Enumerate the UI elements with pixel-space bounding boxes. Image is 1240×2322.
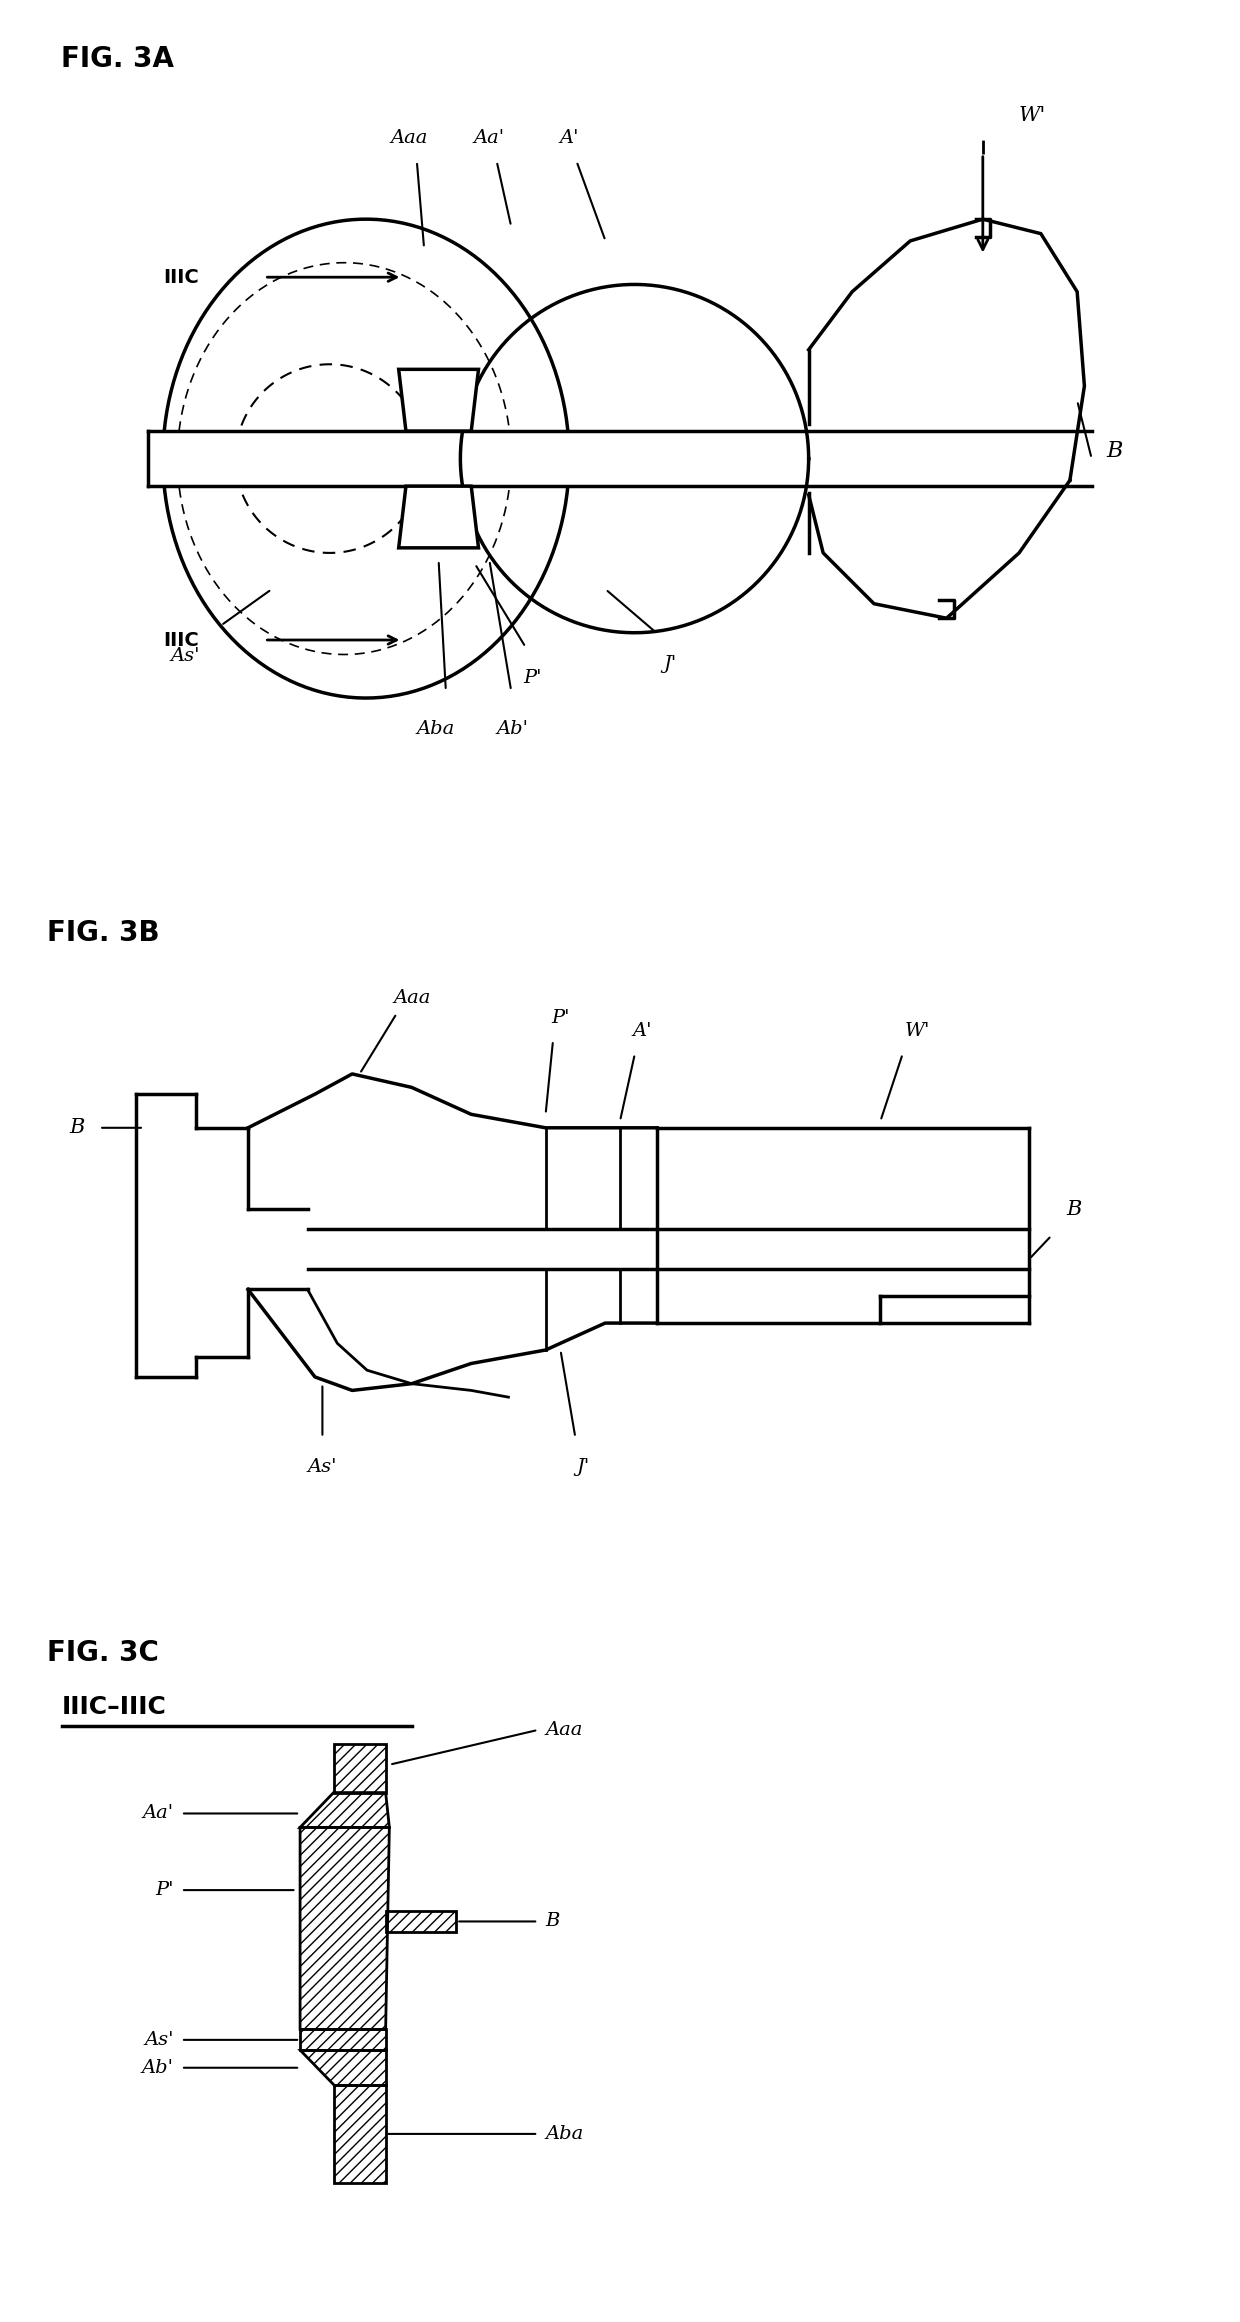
Text: B: B bbox=[69, 1119, 84, 1138]
Text: W': W' bbox=[905, 1022, 930, 1040]
Text: Aa': Aa' bbox=[143, 1804, 174, 1823]
Text: Aba: Aba bbox=[546, 2125, 584, 2143]
Text: As': As' bbox=[170, 648, 200, 666]
Text: P': P' bbox=[552, 1008, 569, 1026]
Text: As': As' bbox=[144, 2032, 174, 2048]
Text: A': A' bbox=[632, 1022, 652, 1040]
Text: FIG. 3B: FIG. 3B bbox=[47, 920, 160, 947]
Text: Ab': Ab' bbox=[497, 720, 528, 738]
Text: J': J' bbox=[577, 1458, 589, 1477]
Text: P': P' bbox=[155, 1881, 174, 1899]
Text: Aaa: Aaa bbox=[546, 1721, 583, 1739]
Text: Aba: Aba bbox=[417, 720, 455, 738]
Text: W': W' bbox=[1019, 107, 1047, 125]
Text: B: B bbox=[546, 1913, 560, 1930]
Text: As': As' bbox=[308, 1458, 337, 1477]
Text: P': P' bbox=[523, 669, 542, 687]
Polygon shape bbox=[399, 485, 479, 548]
Text: B: B bbox=[1066, 1200, 1081, 1219]
Text: Aa': Aa' bbox=[474, 128, 505, 146]
Text: FIG. 3A: FIG. 3A bbox=[61, 44, 175, 72]
Text: Aaa: Aaa bbox=[391, 128, 428, 146]
Text: IIIC: IIIC bbox=[164, 632, 200, 650]
Text: J': J' bbox=[663, 655, 677, 673]
Text: B: B bbox=[1106, 441, 1122, 462]
Polygon shape bbox=[308, 1228, 1029, 1270]
Text: IIIC: IIIC bbox=[164, 267, 200, 286]
Text: FIG. 3C: FIG. 3C bbox=[47, 1639, 159, 1667]
Bar bbox=[386, 1911, 456, 1932]
Polygon shape bbox=[399, 369, 479, 432]
Text: Ab': Ab' bbox=[141, 2060, 174, 2076]
Text: A': A' bbox=[559, 128, 579, 146]
Text: IIIC–IIIC: IIIC–IIIC bbox=[62, 1695, 167, 1718]
Text: Aaa: Aaa bbox=[393, 989, 430, 1008]
